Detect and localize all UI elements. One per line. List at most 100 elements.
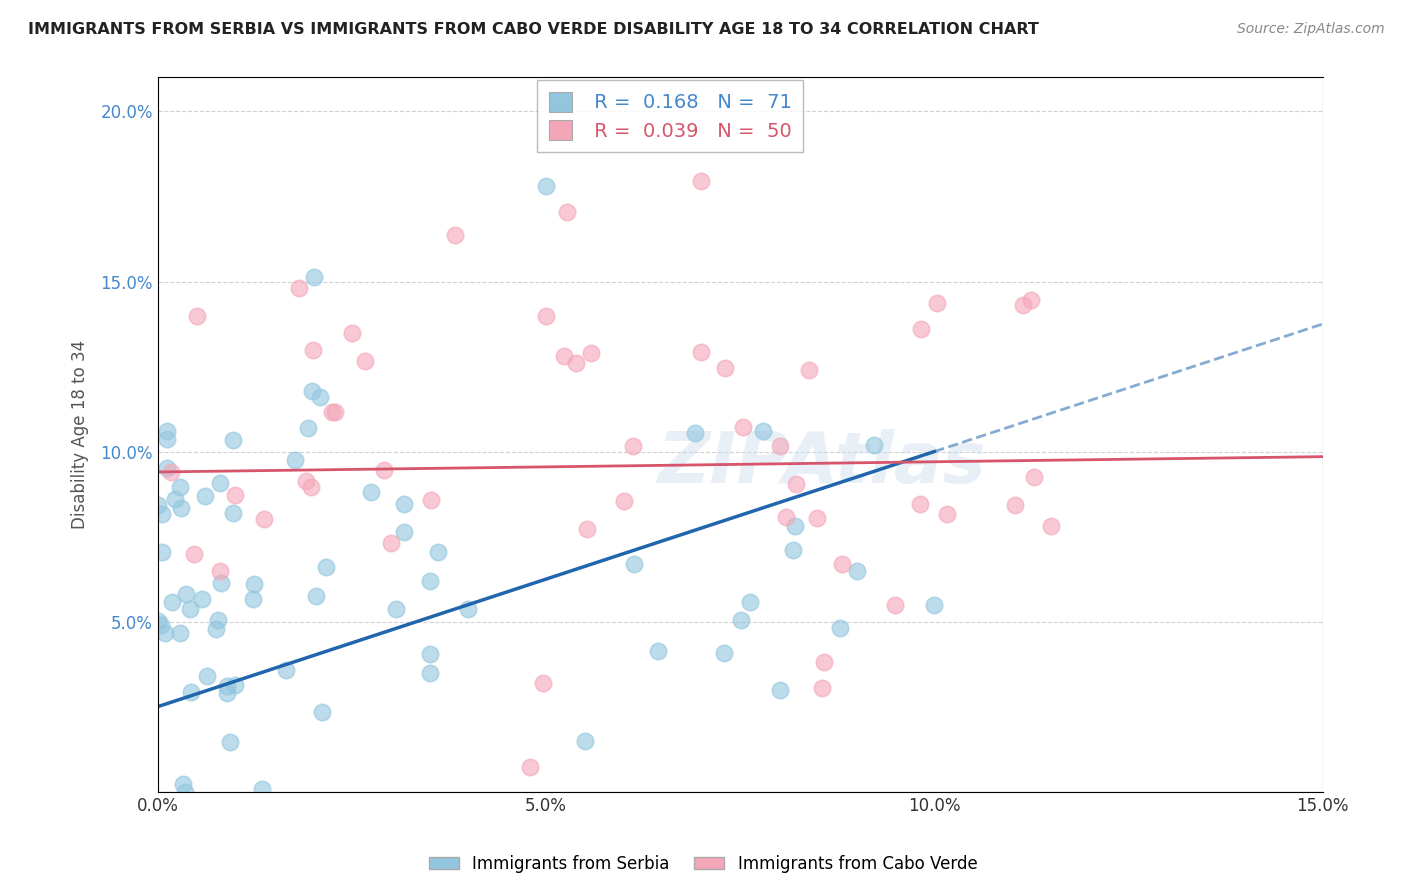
Point — [209, 575, 232, 590]
Point — [243, 577, 266, 591]
Point — [813, 655, 835, 669]
Point — [418, 647, 440, 661]
Point — [205, 622, 228, 636]
Point — [299, 480, 322, 494]
Point — [149, 617, 172, 632]
Point — [623, 557, 645, 571]
Point — [294, 474, 316, 488]
Point — [242, 592, 264, 607]
Point — [531, 675, 554, 690]
Point — [575, 522, 598, 536]
Point — [148, 499, 170, 513]
Point — [194, 489, 217, 503]
Point — [207, 613, 229, 627]
Point — [519, 760, 541, 774]
Point — [221, 433, 243, 447]
Point — [806, 511, 828, 525]
Point — [574, 733, 596, 747]
Point — [936, 507, 959, 521]
Point — [884, 598, 907, 612]
Point — [208, 564, 231, 578]
Point — [714, 361, 737, 376]
Point — [908, 498, 931, 512]
Legend:  R =  0.168   N =  71,  R =  0.039   N =  50: R = 0.168 N = 71, R = 0.039 N = 50 — [537, 80, 803, 153]
Point — [426, 545, 449, 559]
Point — [163, 491, 186, 506]
Legend: Immigrants from Serbia, Immigrants from Cabo Verde: Immigrants from Serbia, Immigrants from … — [422, 848, 984, 880]
Point — [148, 615, 170, 629]
Text: ZIPAtlas: ZIPAtlas — [658, 429, 986, 498]
Point — [845, 564, 868, 578]
Point — [209, 475, 232, 490]
Point — [304, 590, 326, 604]
Point — [392, 524, 415, 539]
Point — [690, 345, 713, 359]
Text: Source: ZipAtlas.com: Source: ZipAtlas.com — [1237, 22, 1385, 37]
Point — [910, 322, 932, 336]
Point — [738, 595, 761, 609]
Point — [315, 560, 337, 574]
Point — [309, 390, 332, 404]
Point — [621, 439, 644, 453]
Point — [288, 281, 311, 295]
Point — [253, 512, 276, 526]
Point — [925, 296, 948, 310]
Point — [215, 686, 238, 700]
Text: IMMIGRANTS FROM SERBIA VS IMMIGRANTS FROM CABO VERDE DISABILITY AGE 18 TO 34 COR: IMMIGRANTS FROM SERBIA VS IMMIGRANTS FRO… — [28, 22, 1039, 37]
Point — [534, 179, 557, 194]
Point — [811, 681, 834, 695]
Point — [534, 309, 557, 323]
Point — [581, 346, 603, 360]
Point — [769, 683, 792, 698]
Point — [922, 598, 945, 612]
Point — [284, 452, 307, 467]
Point — [730, 613, 752, 627]
Point — [191, 592, 214, 607]
Point — [169, 626, 191, 640]
Point — [180, 685, 202, 699]
Point — [174, 587, 197, 601]
Point — [150, 545, 173, 559]
Point — [828, 622, 851, 636]
Point — [160, 595, 183, 609]
Point — [302, 270, 325, 285]
Point — [392, 497, 415, 511]
Point — [159, 465, 181, 479]
Point — [613, 494, 636, 508]
Point — [555, 205, 578, 219]
Point — [169, 480, 191, 494]
Point — [418, 574, 440, 589]
Point — [769, 439, 792, 453]
Point — [156, 460, 179, 475]
Point — [170, 500, 193, 515]
Y-axis label: Disability Age 18 to 34: Disability Age 18 to 34 — [72, 340, 89, 529]
Point — [1022, 469, 1045, 483]
Point — [862, 438, 884, 452]
Point — [150, 507, 173, 521]
Point — [215, 679, 238, 693]
Point — [222, 507, 245, 521]
Point — [384, 602, 406, 616]
Point — [683, 425, 706, 440]
Point — [785, 477, 807, 491]
Point — [1011, 298, 1033, 312]
Point — [173, 785, 195, 799]
Point — [195, 669, 218, 683]
Point — [219, 735, 242, 749]
Point — [172, 777, 194, 791]
Point — [418, 665, 440, 680]
Point — [321, 405, 343, 419]
Point — [1039, 519, 1062, 533]
Point — [775, 509, 797, 524]
Point — [420, 493, 443, 508]
Point — [713, 646, 735, 660]
Point — [444, 228, 467, 243]
Point — [183, 548, 205, 562]
Point — [457, 601, 479, 615]
Point — [647, 644, 669, 658]
Point — [785, 518, 807, 533]
Point — [156, 425, 179, 439]
Point — [155, 625, 177, 640]
Point — [1019, 293, 1042, 308]
Point — [186, 309, 208, 323]
